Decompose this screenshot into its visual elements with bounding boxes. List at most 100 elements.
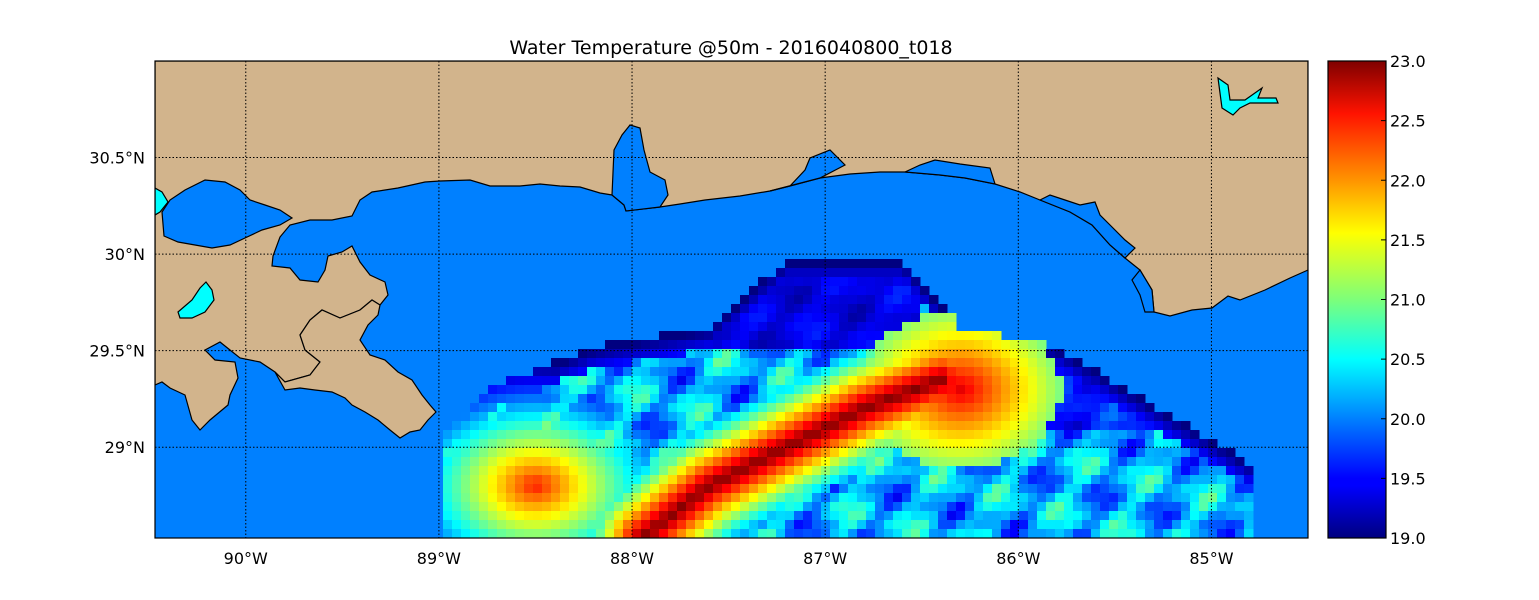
temp-cell [1154,493,1164,503]
temp-cell [1028,511,1038,521]
temp-cell [614,511,624,521]
temp-cell [488,493,498,503]
temp-cell [668,385,678,395]
temp-cell [506,439,516,449]
temp-cell [857,403,867,413]
temp-cell [902,304,912,314]
temp-cell [1001,466,1011,476]
temp-cell [1082,520,1092,530]
temp-cell [488,484,498,494]
temp-cell [929,403,939,413]
temp-cell [461,511,471,521]
temp-cell [983,502,993,512]
temp-cell [839,322,849,332]
temp-cell [947,385,957,395]
temp-cell [866,340,876,350]
temp-cell [875,358,885,368]
temp-cell [776,403,786,413]
temp-cell [551,448,561,458]
temp-cell [920,511,930,521]
temp-cell [902,403,912,413]
temp-cell [1019,403,1029,413]
temp-cell [542,421,552,431]
temp-cell [983,448,993,458]
temp-cell [938,313,948,323]
temp-cell [731,385,741,395]
temp-cell [659,493,669,503]
temp-cell [1019,466,1029,476]
temp-cell [524,529,534,538]
temp-cell [1145,520,1155,530]
temp-cell [1019,349,1029,359]
temp-cell [956,403,966,413]
temp-cell [884,511,894,521]
temp-cell [965,511,975,521]
temp-cell [1127,421,1137,431]
temp-cell [479,502,489,512]
temp-cell [884,277,894,287]
temp-cell [605,349,615,359]
temp-cell [515,475,525,485]
temp-cell [1190,430,1200,440]
temp-cell [920,493,930,503]
temp-cell [965,376,975,386]
temp-cell [1100,376,1110,386]
temp-cell [650,430,660,440]
temp-cell [722,466,732,476]
temp-cell [776,457,786,467]
temp-cell [938,367,948,377]
temp-cell [713,448,723,458]
temp-cell [767,403,777,413]
temp-cell [965,421,975,431]
temp-cell [1181,421,1191,431]
temp-cell [569,466,579,476]
temp-cell [875,349,885,359]
temp-cell [893,466,903,476]
temp-cell [839,439,849,449]
temp-cell [956,331,966,341]
temp-cell [596,403,606,413]
temp-cell [515,493,525,503]
colorbar-tick-label: 23.0 [1390,52,1426,71]
temp-cell [1073,511,1083,521]
temp-cell [677,421,687,431]
temp-cell [587,529,597,538]
temp-cell [695,475,705,485]
temp-cell [947,493,957,503]
temp-cell [1001,493,1011,503]
temp-cell [776,466,786,476]
temp-cell [848,439,858,449]
temp-cell [857,529,867,538]
temp-cell [587,394,597,404]
temp-cell [542,403,552,413]
temp-cell [524,448,534,458]
temp-cell [1136,511,1146,521]
temp-cell [749,412,759,422]
temp-cell [911,493,921,503]
temp-cell [1037,520,1047,530]
temp-cell [587,475,597,485]
temp-cell [1073,457,1083,467]
temp-cell [452,421,462,431]
temp-cell [830,475,840,485]
temp-cell [776,295,786,305]
temp-cell [794,376,804,386]
temp-cell [686,340,696,350]
temp-cell [479,484,489,494]
temp-cell [596,385,606,395]
temp-cell [956,349,966,359]
temp-cell [821,313,831,323]
temp-cell [830,358,840,368]
temp-cell [857,286,867,296]
temp-cell [1064,493,1074,503]
temp-cell [947,439,957,449]
temp-cell [542,466,552,476]
temp-cell [470,430,480,440]
temp-cell [677,457,687,467]
temp-cell [857,259,867,269]
temp-cell [758,520,768,530]
temp-cell [560,358,570,368]
temp-cell [821,439,831,449]
temp-cell [776,421,786,431]
temp-cell [893,286,903,296]
